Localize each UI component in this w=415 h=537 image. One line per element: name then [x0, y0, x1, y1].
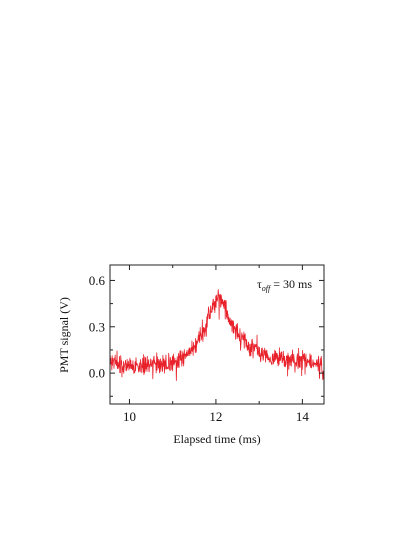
y-tick-label: 0.6	[89, 273, 106, 288]
annotation-symbol: τ	[257, 277, 262, 291]
y-tick-label: 0.3	[89, 319, 105, 334]
plot-frame	[109, 264, 325, 405]
x-axis-title: Elapsed time (ms)	[173, 432, 260, 446]
annotation-tau-off: τoff = 30 ms	[257, 277, 312, 293]
annotation-subscript: off	[262, 284, 272, 293]
plot-area	[110, 289, 324, 382]
annotation-value: = 30 ms	[270, 277, 312, 291]
y-tick-label: 0.0	[89, 366, 105, 381]
x-tick-label: 12	[209, 409, 222, 424]
axis-ticks: 10 12 14 0.0 0.3 0.6	[89, 265, 324, 424]
y-axis-title: PMT signal (V)	[57, 297, 71, 373]
x-tick-label: 10	[123, 409, 136, 424]
x-tick-label: 14	[296, 409, 310, 424]
signal-trace	[110, 289, 324, 382]
